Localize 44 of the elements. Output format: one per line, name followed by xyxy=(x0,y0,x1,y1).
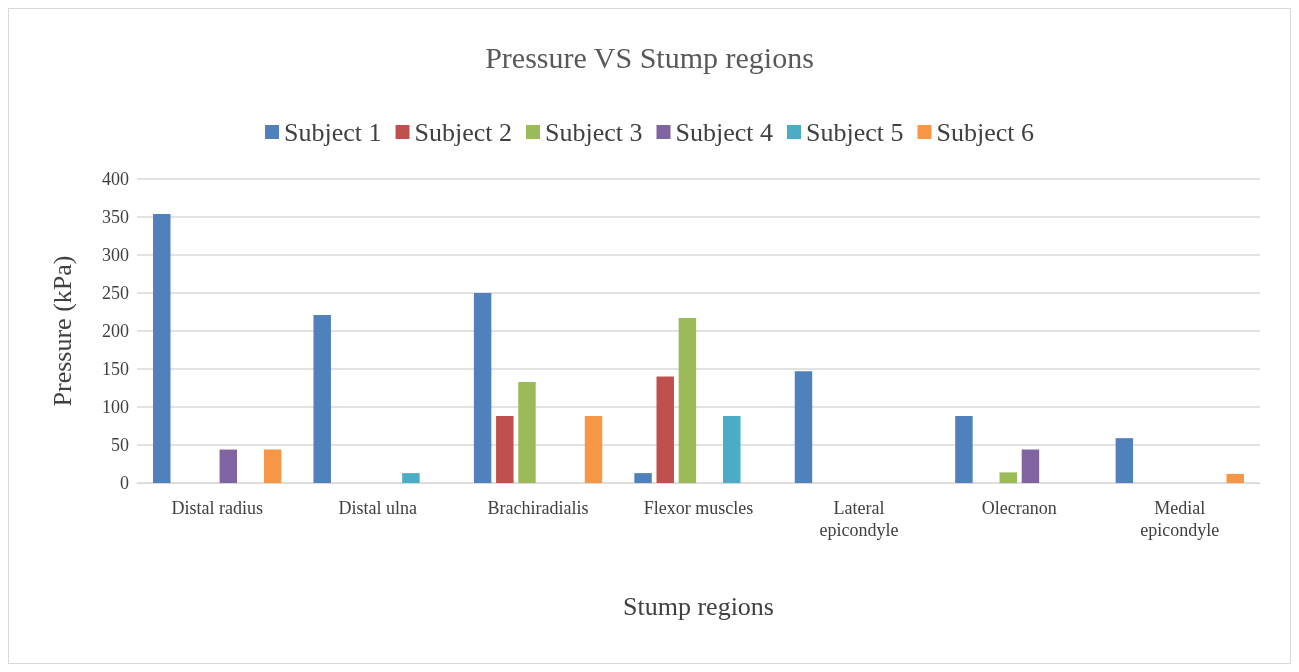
x-axis-title: Stump regions xyxy=(623,591,774,621)
y-tick-label: 0 xyxy=(120,473,129,493)
x-tick-label: Flexor muscles xyxy=(643,498,754,518)
bar xyxy=(723,416,741,483)
x-tick-label: Lateral epicondyle xyxy=(819,498,899,540)
bar xyxy=(263,449,282,483)
bar xyxy=(794,371,813,483)
legend-label: Subject 2 xyxy=(414,117,513,147)
legend-label: Subject 1 xyxy=(284,117,382,147)
bar xyxy=(634,473,652,483)
bar xyxy=(678,318,697,483)
x-tick-label: Medial epicondyle xyxy=(1140,498,1220,540)
y-axis-title: Pressure (kPa) xyxy=(47,255,77,407)
bar xyxy=(656,376,674,483)
y-tick-label: 400 xyxy=(102,169,129,189)
y-tick-label: 200 xyxy=(102,321,129,341)
y-tick-label: 100 xyxy=(102,397,129,417)
y-tick-label: 250 xyxy=(102,283,129,303)
bar xyxy=(402,473,420,483)
bar xyxy=(999,472,1017,483)
bar xyxy=(153,213,171,483)
legend-label: Subject 6 xyxy=(936,117,1034,147)
bar xyxy=(1226,473,1244,483)
legend-label: Subject 3 xyxy=(545,117,643,147)
legend-label: Subject 4 xyxy=(675,117,773,147)
bar xyxy=(1021,449,1040,483)
y-tick-label: 350 xyxy=(102,207,129,227)
bar xyxy=(496,416,514,483)
legend-label: Subject 5 xyxy=(805,117,904,147)
x-tick-label: Olecranon xyxy=(981,498,1057,518)
y-tick-label: 150 xyxy=(102,359,129,379)
bar xyxy=(313,315,331,483)
bar xyxy=(518,381,536,483)
bar xyxy=(473,293,492,483)
x-tick-label: Distal ulna xyxy=(338,498,417,518)
bar xyxy=(955,416,973,483)
y-tick-label: 50 xyxy=(111,435,129,455)
y-tick-label: 300 xyxy=(102,245,129,265)
bar xyxy=(219,449,238,483)
x-tick-label: Distal radius xyxy=(171,498,263,518)
chart-title: Pressure VS Stump regions xyxy=(485,40,814,74)
bar xyxy=(584,416,603,483)
bar xyxy=(1115,438,1134,483)
x-tick-label: Brachiradialis xyxy=(487,498,589,518)
